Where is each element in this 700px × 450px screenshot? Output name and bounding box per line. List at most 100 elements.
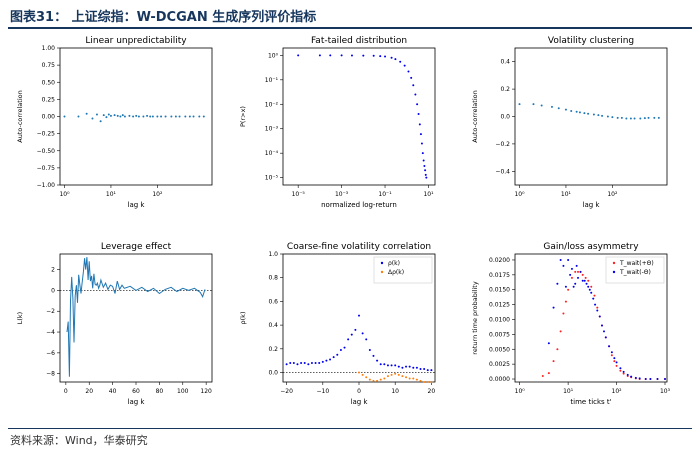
data-point bbox=[350, 333, 353, 336]
data-point bbox=[639, 117, 642, 120]
data-point bbox=[581, 273, 584, 276]
plot-frame bbox=[514, 253, 668, 383]
data-point bbox=[368, 378, 371, 381]
data-point bbox=[379, 378, 382, 381]
y-tick-label: 0.75 bbox=[42, 62, 56, 69]
data-point bbox=[156, 115, 159, 118]
x-axis-label: lag k bbox=[351, 398, 369, 406]
y-tick-label: 10⁻² bbox=[265, 101, 279, 108]
data-point bbox=[590, 291, 593, 294]
data-point bbox=[95, 113, 98, 116]
data-point bbox=[420, 142, 423, 145]
data-point bbox=[343, 346, 346, 349]
data-point bbox=[418, 123, 421, 126]
data-point bbox=[601, 114, 604, 117]
x-tick-label: 10¹ bbox=[561, 191, 572, 198]
x-tick-label: −10 bbox=[316, 388, 329, 395]
data-point bbox=[339, 349, 342, 351]
x-tick-label: 100 bbox=[177, 388, 189, 395]
chart-title: Linear unpredictability bbox=[85, 36, 187, 46]
data-point bbox=[372, 54, 375, 57]
legend-label: ρ(k) bbox=[388, 260, 400, 267]
data-point bbox=[297, 54, 300, 57]
y-tick-label: −0.25 bbox=[37, 131, 56, 138]
y-tick-label: −0.2 bbox=[495, 141, 510, 148]
data-point bbox=[619, 369, 622, 372]
data-point bbox=[629, 117, 632, 120]
data-point bbox=[610, 354, 613, 357]
data-point bbox=[178, 115, 181, 118]
data-point bbox=[358, 371, 360, 374]
x-axis-label: time ticks t' bbox=[570, 398, 611, 406]
data-point bbox=[594, 303, 597, 306]
data-point bbox=[608, 345, 611, 348]
y-tick-label: −6 bbox=[46, 350, 55, 357]
data-point bbox=[116, 114, 119, 117]
x-tick-label: 10⁻⁵ bbox=[292, 191, 306, 198]
y-tick-label: 0.0150 bbox=[489, 287, 510, 294]
y-tick-label: 10⁻⁴ bbox=[265, 150, 279, 157]
data-point bbox=[570, 267, 573, 270]
data-point bbox=[600, 324, 603, 327]
data-point bbox=[384, 55, 387, 58]
data-point bbox=[588, 288, 591, 291]
data-point bbox=[365, 376, 368, 379]
y-tick-label: 0.8 bbox=[268, 275, 278, 282]
chart-panel-3: Volatility clustering lag k Auto-correlati… bbox=[471, 36, 668, 209]
data-point bbox=[399, 60, 402, 63]
data-point bbox=[419, 133, 422, 136]
data-point bbox=[647, 116, 650, 119]
data-point bbox=[570, 110, 573, 113]
data-point bbox=[379, 363, 382, 366]
data-point bbox=[613, 357, 616, 360]
chart-title: Leverage effect bbox=[101, 242, 172, 252]
data-point bbox=[99, 120, 102, 123]
y-tick-label: 0.0125 bbox=[489, 302, 510, 309]
y-tick-label: −2 bbox=[46, 308, 55, 315]
data-point bbox=[532, 103, 535, 106]
data-point bbox=[602, 330, 605, 333]
x-tick-label: 10² bbox=[607, 191, 618, 198]
plot-frame bbox=[514, 47, 668, 186]
data-point bbox=[362, 54, 365, 57]
x-tick-label: 10⁰ bbox=[515, 388, 526, 395]
data-point bbox=[564, 285, 567, 288]
y-tick-label: 0.0 bbox=[268, 370, 278, 377]
data-point bbox=[368, 349, 371, 351]
x-tick-label: 80 bbox=[156, 388, 164, 395]
data-point bbox=[597, 114, 600, 117]
data-point bbox=[77, 115, 80, 118]
data-point bbox=[318, 54, 321, 57]
data-point bbox=[615, 364, 618, 367]
data-point bbox=[296, 363, 299, 366]
data-point bbox=[547, 342, 550, 345]
y-tick-label: −8 bbox=[46, 371, 55, 378]
data-point bbox=[577, 276, 580, 279]
chart-title: Fat-tailed distribution bbox=[311, 36, 407, 46]
data-point bbox=[85, 112, 88, 115]
x-tick-label: 10² bbox=[612, 388, 623, 395]
data-point bbox=[394, 364, 397, 367]
data-point bbox=[564, 300, 567, 303]
data-point bbox=[616, 116, 619, 119]
data-point bbox=[405, 365, 408, 368]
data-point bbox=[622, 372, 625, 375]
y-tick-label: 10⁰ bbox=[268, 52, 279, 59]
y-tick-label: 10⁻⁵ bbox=[265, 175, 279, 182]
data-point bbox=[638, 377, 641, 380]
data-point bbox=[606, 115, 609, 118]
x-tick-label: 10⁻¹ bbox=[378, 191, 392, 198]
x-tick-label: 10¹ bbox=[563, 388, 574, 395]
y-tick-label: 0.0175 bbox=[489, 272, 510, 279]
data-point bbox=[425, 176, 428, 179]
y-tick-label: −0.75 bbox=[37, 165, 56, 172]
y-tick-label: 0.0000 bbox=[489, 376, 510, 383]
data-point bbox=[102, 114, 105, 117]
data-point bbox=[622, 370, 625, 373]
data-point bbox=[192, 115, 195, 118]
data-point bbox=[547, 372, 550, 375]
x-axis-label: normalized log-return bbox=[321, 201, 397, 209]
data-point bbox=[340, 54, 343, 57]
series-line bbox=[66, 257, 206, 377]
